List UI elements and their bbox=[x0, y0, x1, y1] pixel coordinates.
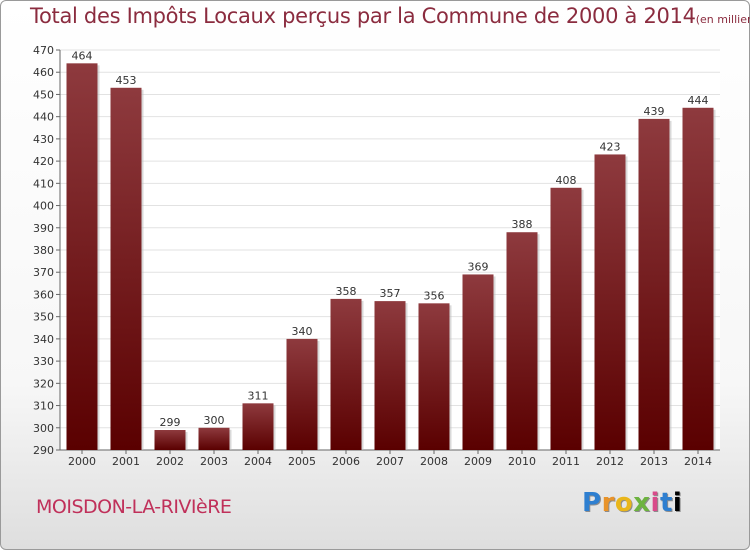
x-tick-label: 2005 bbox=[288, 455, 316, 468]
x-tick-label: 2006 bbox=[332, 455, 360, 468]
bar-value-label: 358 bbox=[336, 285, 357, 298]
bar-value-label: 444 bbox=[688, 94, 709, 107]
x-tick-label: 2012 bbox=[596, 455, 624, 468]
bar-value-label: 388 bbox=[512, 218, 533, 231]
bar bbox=[66, 63, 98, 450]
bar-value-label: 464 bbox=[72, 49, 93, 62]
bar bbox=[638, 118, 670, 450]
bar bbox=[242, 403, 274, 450]
y-tick-label: 290 bbox=[33, 444, 54, 457]
y-tick-label: 380 bbox=[33, 244, 54, 257]
x-tick-label: 2007 bbox=[376, 455, 404, 468]
bar bbox=[110, 87, 142, 451]
x-tick-label: 2010 bbox=[508, 455, 536, 468]
bar bbox=[418, 303, 450, 450]
bar-value-label: 453 bbox=[116, 74, 137, 87]
bar bbox=[594, 154, 626, 450]
bar-value-label: 300 bbox=[204, 414, 225, 427]
bar-value-label: 299 bbox=[160, 416, 181, 429]
y-tick-label: 310 bbox=[33, 400, 54, 413]
chart-subtitle: (en milliers d'€) bbox=[695, 13, 750, 26]
x-tick-label: 2000 bbox=[68, 455, 96, 468]
bar bbox=[682, 107, 714, 451]
y-tick-label: 370 bbox=[33, 266, 54, 279]
x-tick-label: 2008 bbox=[420, 455, 448, 468]
bar-value-label: 408 bbox=[556, 174, 577, 187]
labels: 464 2000 453 2001 299 2002 300 2003 311 2004 340 20… bbox=[68, 49, 712, 468]
y-tick-label: 450 bbox=[33, 88, 54, 101]
bar-value-label: 356 bbox=[424, 289, 445, 302]
y-tick-label: 390 bbox=[33, 222, 54, 235]
x-tick-label: 2011 bbox=[552, 455, 580, 468]
y-tick-label: 340 bbox=[33, 333, 54, 346]
y-tick-label: 460 bbox=[33, 66, 54, 79]
x-tick-label: 2009 bbox=[464, 455, 492, 468]
bars bbox=[66, 63, 716, 451]
x-tick-label: 2002 bbox=[156, 455, 184, 468]
bar-value-label: 369 bbox=[468, 260, 489, 273]
bar bbox=[374, 301, 406, 450]
bar-value-label: 439 bbox=[644, 105, 665, 118]
y-tick-label: 400 bbox=[33, 200, 54, 213]
bar bbox=[506, 232, 538, 450]
commune-name: MOISDON-LA-RIVIèRE bbox=[36, 496, 232, 518]
y-tick-label: 440 bbox=[33, 111, 54, 124]
y-tick-label: 420 bbox=[33, 155, 54, 168]
y-tick-label: 410 bbox=[33, 177, 54, 190]
proxiti-logo: Proxiti bbox=[582, 488, 683, 518]
y-tick-label: 300 bbox=[33, 422, 54, 435]
chart-title: Total des Impôts Locaux perçus par la Co… bbox=[30, 4, 750, 28]
x-tick-label: 2013 bbox=[640, 455, 668, 468]
x-tick-label: 2004 bbox=[244, 455, 272, 468]
y-tick-label: 360 bbox=[33, 288, 54, 301]
x-tick-label: 2003 bbox=[200, 455, 228, 468]
y-tick-label: 430 bbox=[33, 133, 54, 146]
bar-value-label: 357 bbox=[380, 287, 401, 300]
y-tick-label: 320 bbox=[33, 377, 54, 390]
chart-title-text: Total des Impôts Locaux perçus par la Co… bbox=[30, 4, 696, 28]
x-tick-label: 2001 bbox=[112, 455, 140, 468]
bar bbox=[462, 274, 494, 450]
y-tick-label: 470 bbox=[33, 44, 54, 57]
bar-value-label: 311 bbox=[248, 389, 269, 402]
x-tick-label: 2014 bbox=[684, 455, 712, 468]
bar bbox=[286, 338, 318, 450]
bar-value-label: 423 bbox=[600, 140, 621, 153]
y-tick-label: 350 bbox=[33, 311, 54, 324]
bar-value-label: 340 bbox=[292, 325, 313, 338]
y-tick-label: 330 bbox=[33, 355, 54, 368]
bar bbox=[154, 430, 186, 450]
bar bbox=[330, 298, 362, 450]
bar bbox=[550, 187, 582, 450]
bar bbox=[198, 427, 230, 450]
